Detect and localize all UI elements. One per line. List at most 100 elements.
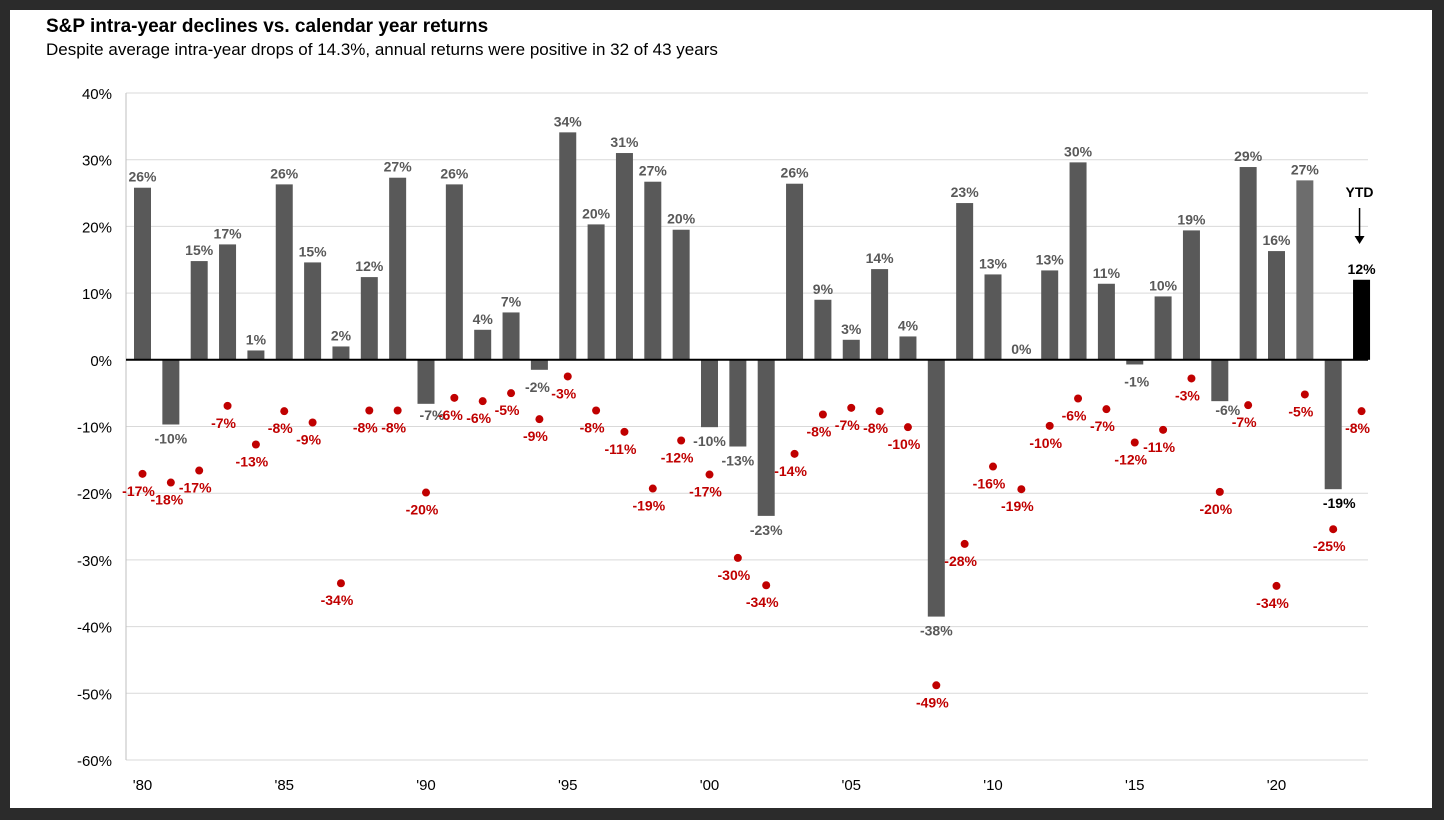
decline-value-label: -19% <box>1001 498 1034 514</box>
decline-dot-1994 <box>535 415 544 424</box>
bar-value-label: 27% <box>384 159 413 175</box>
y-tick-label: 0% <box>90 353 112 370</box>
decline-value-label: -7% <box>835 417 860 433</box>
bar-2007 <box>899 336 917 360</box>
y-tick-label: -60% <box>77 753 112 770</box>
ytd-arrow-head <box>1354 236 1365 244</box>
decline-dot-2002 <box>762 581 771 590</box>
decline-value-label: -28% <box>944 553 977 569</box>
decline-value-label: -10% <box>1029 435 1062 451</box>
bar-1989 <box>389 177 407 360</box>
decline-dot-2001 <box>733 553 742 562</box>
decline-value-label: -7% <box>211 415 236 431</box>
bar-value-label: -1% <box>1124 373 1149 389</box>
decline-value-label: -16% <box>973 476 1006 492</box>
bar-value-label: 7% <box>501 293 522 309</box>
y-tick-label: 30% <box>82 153 112 170</box>
decline-value-label: -19% <box>632 498 665 514</box>
bar-2022 <box>1324 359 1342 490</box>
decline-value-label: -12% <box>1114 452 1147 468</box>
decline-value-label: -8% <box>580 419 605 435</box>
decline-dot-1981 <box>166 478 175 487</box>
x-tick-label: '95 <box>558 777 578 794</box>
bar-value-label: 26% <box>270 165 299 181</box>
decline-dot-2011 <box>1017 485 1026 494</box>
x-tick-label: '05 <box>841 777 861 794</box>
decline-dot-1980 <box>138 469 147 478</box>
decline-value-label: -7% <box>1232 414 1257 430</box>
ytd-label: YTD <box>1346 184 1374 200</box>
decline-dot-2019 <box>1244 401 1253 410</box>
bar-1999 <box>672 229 690 360</box>
bar-value-label: 14% <box>866 250 895 266</box>
decline-dot-1993 <box>507 389 516 398</box>
bar-2008 <box>927 359 945 617</box>
decline-dot-2021 <box>1300 390 1309 399</box>
decline-value-label: -5% <box>1288 403 1313 419</box>
bar-2006 <box>871 269 889 360</box>
bar-2018 <box>1211 359 1229 402</box>
decline-dot-2004 <box>818 410 827 419</box>
bar-value-label: 23% <box>951 184 980 200</box>
x-tick-label: '00 <box>700 777 720 794</box>
decline-value-label: -6% <box>466 410 491 426</box>
bar-1992 <box>474 329 492 360</box>
x-axis-ticks: '80 '85 '90 '95 '00 '05 '10 '15 '20 <box>133 777 1287 794</box>
bar-1987 <box>332 346 350 360</box>
bar-1993 <box>502 312 520 360</box>
decline-value-label: -8% <box>806 423 831 439</box>
bar-value-label: 13% <box>1036 251 1065 267</box>
bar-1997 <box>615 153 633 360</box>
decline-dot-2008 <box>932 681 941 690</box>
bar-2013 <box>1069 162 1087 360</box>
decline-value-label: -3% <box>1175 387 1200 403</box>
data-labels: 26%-10%15%17%1%26%15%2%12%27%-7%26%4%7%-… <box>122 113 1376 710</box>
chart-title: S&P intra-year declines vs. calendar yea… <box>46 16 489 37</box>
y-axis-ticks: 40% 30% 20% 10% 0% -10% -20% -30% -40% -50% -60% <box>77 86 112 770</box>
y-tick-label: 40% <box>82 86 112 103</box>
decline-dot-2007 <box>903 423 912 432</box>
decline-dot-2009 <box>960 539 969 548</box>
bar-2014 <box>1097 283 1115 360</box>
decline-dot-1998 <box>648 484 657 493</box>
decline-dot-2013 <box>1074 394 1083 403</box>
bar-value-label: -13% <box>722 453 755 469</box>
decline-value-label: -8% <box>353 419 378 435</box>
decline-value-label: -12% <box>661 450 694 466</box>
bar-value-label: 26% <box>440 165 469 181</box>
decline-value-label: -34% <box>1256 595 1289 611</box>
bar-2003 <box>786 183 804 360</box>
bar-value-label: 20% <box>582 205 611 221</box>
decline-value-label: -17% <box>179 480 212 496</box>
bar-2020 <box>1268 251 1285 360</box>
decline-dot-2022 <box>1329 525 1338 534</box>
decline-dot-1985 <box>280 407 289 416</box>
y-tick-label: -10% <box>77 420 112 437</box>
intra-year-decline-dots <box>138 372 1366 690</box>
bar-1986 <box>304 262 322 360</box>
bar-1998 <box>644 181 662 360</box>
bar-value-label: 17% <box>214 225 243 241</box>
decline-dot-2017 <box>1187 374 1196 383</box>
decline-value-label: -7% <box>1090 418 1115 434</box>
decline-value-label: -18% <box>151 492 184 508</box>
decline-value-label: -17% <box>122 483 155 499</box>
bar-value-label: 29% <box>1234 148 1263 164</box>
decline-dot-1987 <box>336 579 345 588</box>
bar-value-label: 26% <box>781 165 810 181</box>
decline-value-label: -8% <box>1345 420 1370 436</box>
chart-subtitle: Despite average intra-year drops of 14.3… <box>46 40 718 59</box>
decline-value-label: -9% <box>296 431 321 447</box>
bar-value-label: -6% <box>1215 402 1240 418</box>
bar-value-label: 27% <box>1291 161 1320 177</box>
decline-value-label: -6% <box>1062 407 1087 423</box>
y-tick-label: 20% <box>82 219 112 236</box>
decline-dot-1992 <box>478 397 487 406</box>
decline-value-label: -20% <box>406 502 439 518</box>
decline-value-label: -20% <box>1199 501 1232 517</box>
annual-return-bars <box>134 132 1371 617</box>
x-tick-label: '80 <box>133 777 153 794</box>
decline-dot-2010 <box>989 462 997 471</box>
decline-dot-2018 <box>1215 487 1224 496</box>
